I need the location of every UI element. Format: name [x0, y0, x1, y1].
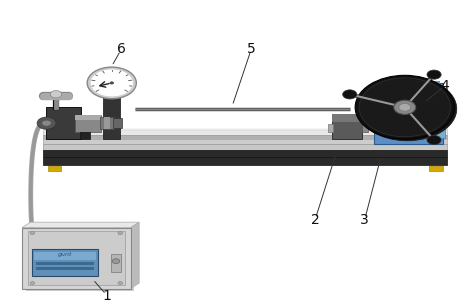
FancyBboxPatch shape — [26, 230, 135, 291]
Circle shape — [90, 69, 133, 97]
Circle shape — [87, 67, 137, 99]
Circle shape — [359, 78, 450, 137]
FancyBboxPatch shape — [43, 135, 447, 139]
Circle shape — [355, 75, 455, 139]
Circle shape — [427, 70, 441, 79]
Circle shape — [427, 136, 441, 144]
Text: 3: 3 — [360, 213, 369, 227]
Polygon shape — [22, 222, 139, 228]
FancyBboxPatch shape — [111, 254, 121, 272]
Circle shape — [42, 120, 51, 126]
Circle shape — [30, 232, 35, 235]
FancyBboxPatch shape — [43, 150, 447, 157]
Circle shape — [357, 77, 457, 141]
Text: 1: 1 — [102, 289, 111, 303]
FancyBboxPatch shape — [100, 117, 114, 129]
FancyBboxPatch shape — [22, 228, 131, 289]
FancyBboxPatch shape — [27, 231, 125, 285]
FancyBboxPatch shape — [328, 124, 333, 132]
FancyBboxPatch shape — [75, 115, 101, 120]
FancyBboxPatch shape — [36, 262, 94, 265]
FancyBboxPatch shape — [43, 157, 447, 165]
Circle shape — [118, 282, 123, 285]
FancyBboxPatch shape — [429, 166, 443, 171]
FancyBboxPatch shape — [103, 97, 120, 139]
FancyBboxPatch shape — [43, 139, 447, 144]
Text: 4: 4 — [440, 79, 449, 93]
Polygon shape — [131, 222, 139, 289]
Circle shape — [394, 100, 416, 114]
Circle shape — [37, 117, 56, 129]
FancyBboxPatch shape — [75, 115, 101, 132]
Circle shape — [112, 259, 120, 263]
Circle shape — [118, 232, 123, 235]
FancyBboxPatch shape — [46, 107, 81, 139]
FancyBboxPatch shape — [113, 118, 122, 128]
FancyBboxPatch shape — [331, 114, 362, 122]
FancyBboxPatch shape — [362, 124, 368, 132]
FancyBboxPatch shape — [80, 132, 91, 139]
FancyBboxPatch shape — [34, 252, 96, 260]
Circle shape — [110, 82, 113, 84]
Circle shape — [50, 91, 62, 98]
Circle shape — [399, 103, 411, 111]
Text: 5: 5 — [247, 43, 255, 56]
FancyBboxPatch shape — [43, 144, 447, 150]
FancyBboxPatch shape — [48, 166, 61, 171]
FancyBboxPatch shape — [36, 267, 94, 270]
Circle shape — [343, 90, 357, 99]
FancyBboxPatch shape — [32, 249, 98, 276]
Text: 6: 6 — [117, 43, 126, 56]
FancyBboxPatch shape — [43, 128, 447, 135]
FancyBboxPatch shape — [436, 89, 445, 138]
FancyBboxPatch shape — [376, 81, 440, 86]
Circle shape — [30, 282, 35, 285]
FancyBboxPatch shape — [331, 114, 362, 139]
FancyBboxPatch shape — [104, 117, 110, 129]
FancyBboxPatch shape — [374, 83, 443, 144]
Text: 2: 2 — [310, 213, 319, 227]
Text: gunt: gunt — [58, 252, 72, 257]
